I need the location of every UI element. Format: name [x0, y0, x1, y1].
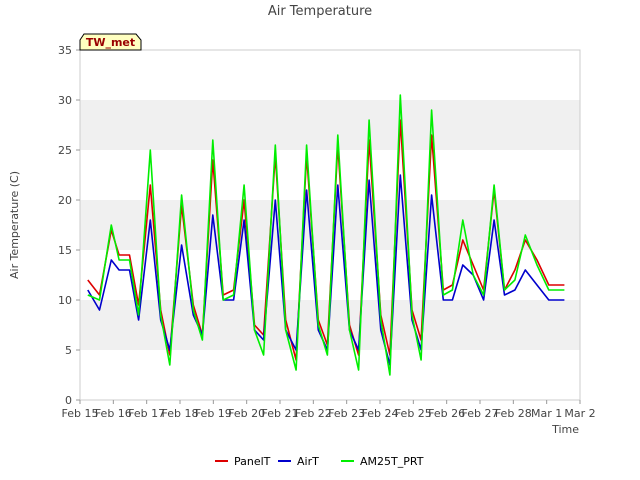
x-tick-label: Feb 25 — [395, 407, 432, 420]
x-tick-label: Feb 28 — [495, 407, 532, 420]
x-tick-label: Feb 24 — [362, 407, 399, 420]
legend-label: PanelT — [234, 455, 271, 468]
grid-band — [80, 350, 580, 400]
y-tick-label: 25 — [58, 144, 72, 157]
legend-label: AirT — [297, 455, 319, 468]
x-tick-label: Feb 19 — [195, 407, 232, 420]
chart-title: Air Temperature — [268, 4, 372, 19]
x-tick-label: Feb 27 — [462, 407, 499, 420]
grid-band — [80, 50, 580, 100]
x-tick-label: Mar 2 — [564, 407, 595, 420]
legend: PanelT AirT AM25T_PRT — [215, 455, 424, 468]
x-tick-label: Feb 23 — [328, 407, 365, 420]
y-tick-label: 15 — [58, 244, 72, 257]
x-axis-label: Time — [551, 423, 579, 436]
y-axis-ticks: 0 5 10 15 20 25 30 35 — [58, 44, 80, 407]
series-line-am25t-prt — [87, 94, 565, 376]
x-tick-label: Feb 17 — [128, 407, 165, 420]
y-tick-label: 10 — [58, 294, 72, 307]
x-tick-label: Feb 21 — [262, 407, 299, 420]
grid-band — [80, 100, 580, 150]
plot-area-frame — [79, 49, 581, 401]
legend-label: AM25T_PRT — [360, 455, 424, 468]
station-label: TW_met — [86, 36, 135, 49]
y-tick-label: 0 — [65, 394, 72, 407]
x-tick-label: Mar 1 — [531, 407, 562, 420]
grid-band — [80, 150, 580, 200]
station-label-box — [79, 33, 142, 51]
y-tick-label: 20 — [58, 194, 72, 207]
x-tick-label: Feb 16 — [95, 407, 132, 420]
x-tick-label: Feb 18 — [162, 407, 199, 420]
y-tick-label: 30 — [58, 94, 72, 107]
series-lines — [87, 94, 565, 376]
station-label-tag: TW_met — [79, 33, 142, 51]
x-tick-label: Feb 26 — [428, 407, 465, 420]
y-tick-label: 5 — [65, 344, 72, 357]
x-tick-label: Feb 15 — [62, 407, 99, 420]
x-tick-label: Feb 22 — [295, 407, 332, 420]
y-tick-label: 35 — [58, 44, 72, 57]
x-tick-label: Feb 20 — [228, 407, 265, 420]
y-axis-label: Air Temperature (C) — [8, 171, 21, 279]
